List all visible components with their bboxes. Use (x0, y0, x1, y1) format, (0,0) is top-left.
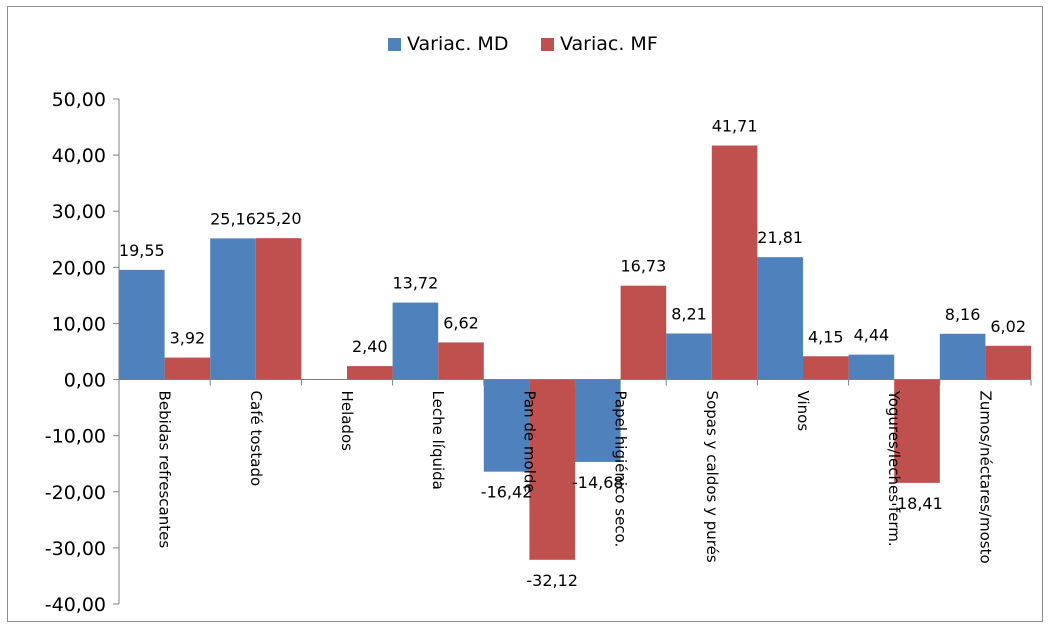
x-category-label: Pan de molde (520, 391, 538, 493)
y-tick-label: 10,00 (52, 313, 106, 335)
data-label: 13,72 (392, 274, 438, 293)
data-label: 4,15 (808, 327, 844, 346)
bar-mf (255, 238, 302, 380)
bar-mf (529, 379, 575, 560)
data-label: -16,42 (481, 483, 533, 502)
data-label: 8,21 (671, 304, 707, 323)
data-label: -32,12 (526, 571, 578, 590)
data-label: 25,16 (210, 209, 256, 228)
legend-label-2: Variac. MF (560, 33, 658, 55)
x-category-label: Sopas y caldos y purés (703, 391, 721, 563)
x-category-label: Bebidas refrescantes (156, 391, 174, 549)
x-category-label: Leche líquida (429, 391, 447, 490)
bar-md (483, 379, 530, 472)
y-tick-label: 30,00 (52, 201, 106, 223)
bar-mf (985, 345, 1031, 380)
data-label: 25,20 (256, 209, 302, 228)
data-label: 8,16 (945, 305, 981, 324)
bar-mf (803, 356, 849, 380)
data-label: 2,40 (352, 337, 388, 356)
bar-md (575, 379, 621, 462)
data-label: 19,55 (119, 241, 165, 260)
legend-label-1: Variac. MD (407, 33, 508, 55)
bar-md (666, 333, 712, 380)
bar-mf (711, 145, 758, 380)
data-label: 6,02 (990, 317, 1026, 336)
legend-swatch-1 (388, 38, 401, 51)
x-category-label: Café tostado (247, 391, 265, 487)
x-category-label: Vinos (794, 391, 812, 432)
y-tick-label: 50,00 (52, 89, 106, 111)
data-label: -18,41 (891, 494, 943, 513)
data-label: 6,62 (443, 313, 479, 332)
x-category-label: Yogures/leches ferm. (885, 390, 903, 547)
x-category-label: Papel higiénico seco. (612, 391, 630, 548)
x-category-label: Helados (338, 391, 356, 452)
legend-swatch-2 (541, 38, 554, 51)
y-tick-label: -20,00 (45, 482, 106, 504)
bar-md (757, 257, 803, 380)
y-tick-label: -30,00 (45, 538, 106, 560)
bar-md (392, 302, 439, 380)
bar-md (939, 333, 986, 380)
bar-md (848, 354, 895, 380)
chart-frame (7, 6, 1043, 622)
data-label: 4,44 (854, 326, 890, 345)
bar-mf (620, 285, 667, 380)
bar-md (210, 238, 256, 380)
bar-mf (347, 366, 393, 380)
data-label: 41,71 (712, 117, 758, 136)
y-tick-label: 0,00 (64, 370, 106, 392)
data-label: 16,73 (620, 257, 666, 276)
bar-mf (164, 357, 211, 380)
data-label: 3,92 (170, 329, 206, 348)
y-tick-label: -40,00 (45, 594, 106, 616)
bar-md (119, 269, 165, 380)
bar-mf (894, 379, 940, 483)
data-label: -14,68 (572, 473, 624, 492)
y-tick-label: -10,00 (45, 426, 106, 448)
data-label: 21,81 (757, 228, 803, 247)
bar-mf (438, 342, 484, 380)
x-category-label: Zumos/néctares/mosto (976, 391, 994, 564)
y-tick-label: 40,00 (52, 145, 106, 167)
y-tick-label: 20,00 (52, 257, 106, 279)
